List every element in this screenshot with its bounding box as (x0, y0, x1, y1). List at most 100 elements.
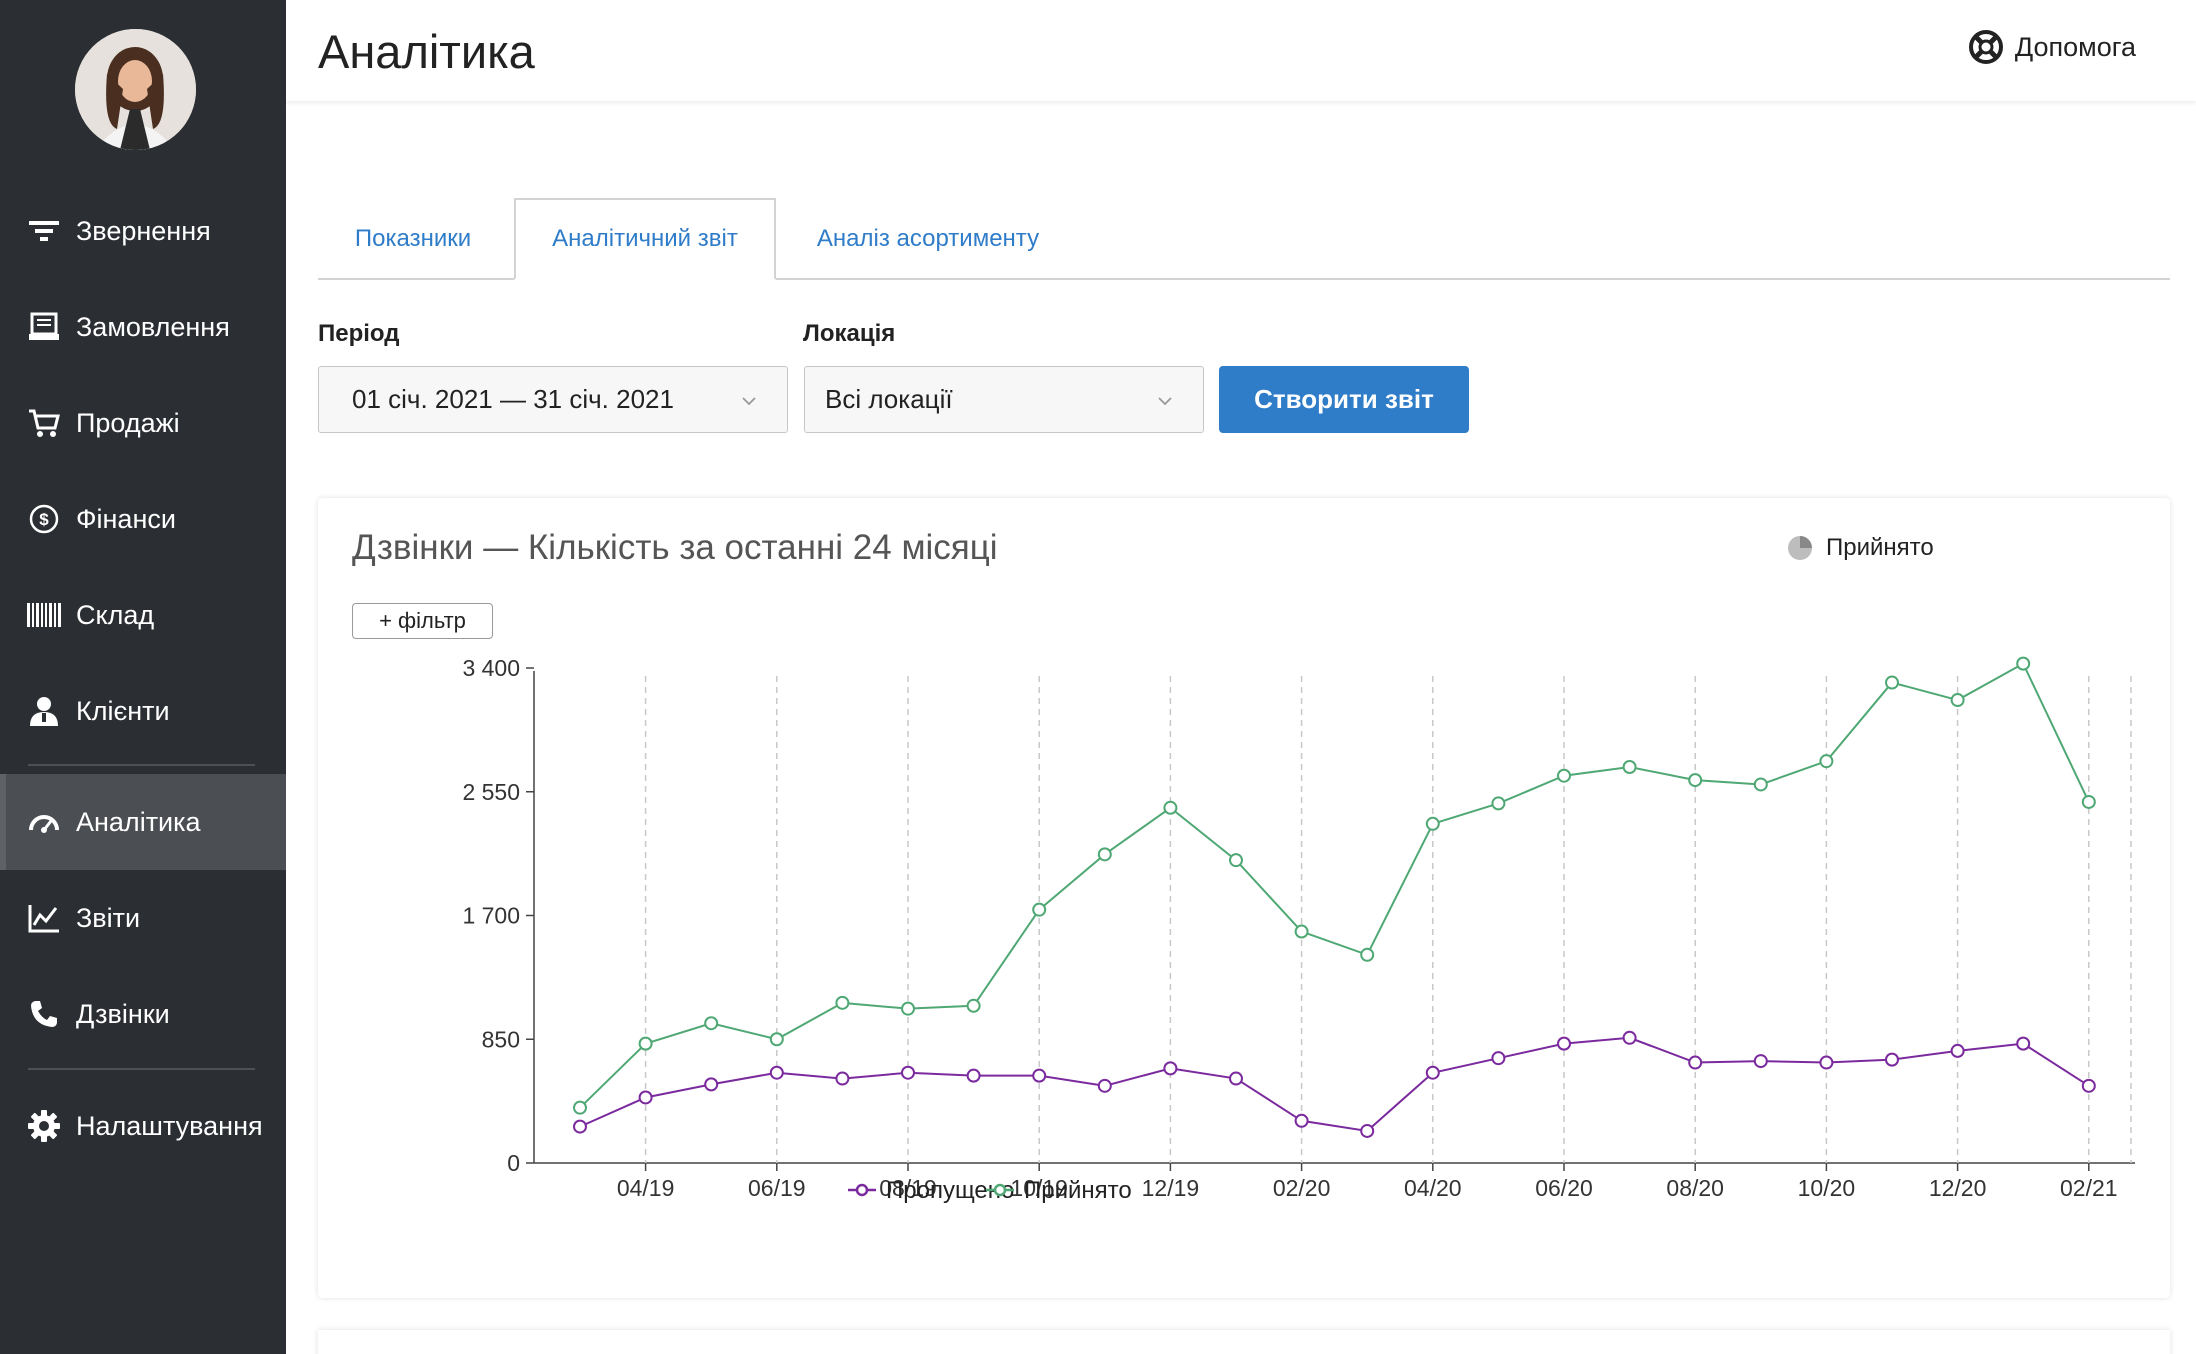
data-point (1294, 924, 1309, 939)
sidebar-item-settings[interactable]: Налаштування (0, 1078, 286, 1174)
x-tick-label: 10/19 (1010, 1175, 1068, 1201)
data-point (704, 1077, 719, 1092)
sidebar-divider (28, 764, 255, 766)
sidebar-item-orders[interactable]: Замовлення (0, 279, 286, 375)
period-select[interactable]: 01 січ. 2021 — 31 січ. 2021 (318, 366, 788, 433)
gear-icon (26, 1108, 62, 1144)
data-point (573, 1119, 587, 1134)
location-value: Всі локації (825, 384, 953, 414)
sidebar-item-reports[interactable]: Звіти (0, 870, 286, 966)
sidebar-item-sales[interactable]: Продажі (0, 375, 286, 471)
calls-chart-card: Дзвінки — Кількість за останні 24 місяці… (318, 498, 2170, 1298)
gauge-icon (26, 804, 62, 840)
sidebar-item-finance[interactable]: $ Фінанси (0, 471, 286, 567)
line-chart-icon (26, 900, 62, 936)
data-point (1950, 1043, 1965, 1058)
create-report-button[interactable]: Створити звіт (1219, 366, 1469, 433)
data-point (1032, 902, 1047, 917)
data-point (2081, 1078, 2096, 1093)
y-tick-label: 1 700 (462, 903, 520, 929)
sidebar-item-label: Замовлення (76, 311, 230, 342)
y-tick-label: 2 550 (462, 779, 520, 805)
data-point (1491, 1051, 1506, 1066)
data-point (1819, 1055, 1834, 1070)
data-point (966, 1068, 981, 1083)
sidebar-item-calls[interactable]: Дзвінки (0, 966, 286, 1062)
legend-marker (993, 1183, 1007, 1197)
next-card (318, 1330, 2170, 1354)
tabs-underline (318, 278, 2170, 280)
data-point (2016, 656, 2031, 671)
calls-line-chart: 0 850 1 700 2 550 3 400 04/19 06/19 08/19 10/19 1… (462, 655, 2135, 1204)
orders-icon (26, 309, 62, 345)
data-point (966, 998, 981, 1013)
cart-icon (26, 405, 62, 441)
data-point (1885, 675, 1899, 690)
data-point (1557, 768, 1571, 783)
data-point (1819, 754, 1834, 769)
x-tick-label: 02/20 (1273, 1175, 1331, 1201)
location-label: Локація (803, 320, 896, 347)
data-point (1229, 853, 1243, 868)
filter-icon (26, 213, 62, 249)
tab-label: Аналіз асортименту (816, 225, 1040, 252)
tab-label: Показники (354, 225, 472, 252)
sidebar-item-analytics[interactable]: Аналітика (0, 774, 286, 870)
tab-label: Аналітичний звіт (552, 225, 738, 252)
data-point (769, 1065, 784, 1080)
x-tick-label: 02/21 (2060, 1175, 2118, 1201)
help-link[interactable]: Допомога (1968, 30, 2136, 64)
data-point (1097, 1078, 1112, 1093)
data-point (1360, 1123, 1375, 1138)
data-point (1425, 816, 1440, 831)
location-select[interactable]: Всі локації (804, 366, 1204, 433)
data-point (835, 1071, 850, 1086)
sidebar-item-label: Клієнти (76, 695, 170, 726)
x-tick-label: 06/20 (1535, 1175, 1593, 1201)
data-point (573, 1100, 587, 1115)
chart-type-toggle[interactable]: Прийнято (1786, 534, 1934, 562)
tab-assortment-analysis[interactable]: Аналіз асортименту (790, 198, 1066, 280)
data-point (1622, 760, 1637, 774)
sidebar-item-requests[interactable]: Звернення (0, 183, 286, 279)
avatar[interactable] (75, 29, 196, 150)
data-point (1360, 947, 1375, 962)
page-title: Аналітика (318, 25, 535, 78)
data-point (1622, 1030, 1637, 1045)
data-point (1032, 1068, 1047, 1083)
help-label: Допомога (2014, 31, 2136, 62)
tab-analytical-report[interactable]: Аналітичний звіт (514, 198, 776, 280)
pie-chart-icon (1786, 534, 1814, 562)
data-point (1688, 1055, 1703, 1070)
y-tick-label: 3 400 (462, 655, 520, 681)
data-point (1688, 773, 1703, 788)
dollar-icon: $ (26, 501, 62, 537)
top-header: Аналітика Допомога (286, 0, 2196, 101)
chevron-down-icon (742, 397, 756, 406)
legend-marker (855, 1183, 869, 1197)
lifebuoy-icon (1968, 30, 2003, 64)
y-tick-label: 0 (507, 1150, 520, 1176)
sidebar-item-label: Звіти (76, 902, 141, 933)
data-point (638, 1036, 653, 1051)
data-point (901, 1065, 915, 1080)
series-line (579, 1036, 2090, 1133)
sidebar-item-label: Аналітика (76, 806, 201, 837)
data-point (1097, 847, 1112, 862)
data-point (1163, 1061, 1178, 1076)
data-point (835, 995, 850, 1010)
y-tick-label: 850 (482, 1026, 520, 1052)
x-tick-label: 08/20 (1666, 1175, 1724, 1201)
data-point (1557, 1036, 1571, 1051)
data-point (1491, 796, 1506, 811)
sidebar-item-clients[interactable]: Клієнти (0, 663, 286, 759)
x-tick-label: 12/20 (1929, 1175, 1987, 1201)
tab-indicators[interactable]: Показники (318, 198, 508, 280)
data-point (1425, 1065, 1440, 1080)
add-filter-button[interactable]: + фільтр (352, 603, 493, 639)
x-tick-label: 04/20 (1404, 1175, 1462, 1201)
sidebar-item-warehouse[interactable]: Склад (0, 567, 286, 663)
series-line (579, 662, 2090, 1109)
data-point (1229, 1071, 1243, 1086)
data-point (2081, 794, 2096, 809)
